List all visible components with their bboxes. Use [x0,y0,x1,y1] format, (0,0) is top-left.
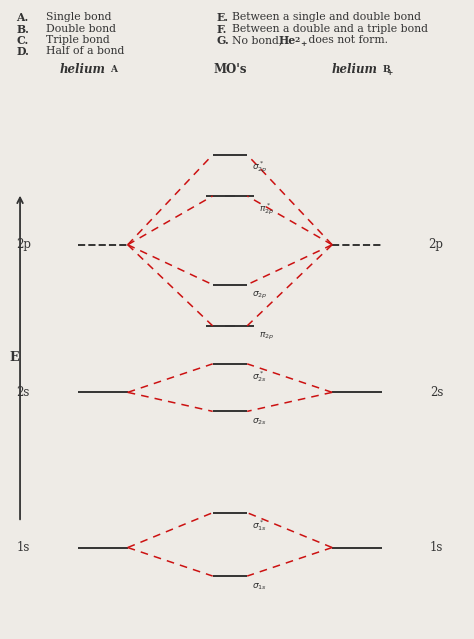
Text: $\pi^*_{2p}$: $\pi^*_{2p}$ [258,201,273,217]
Text: helium: helium [59,63,105,76]
Text: Between a single and double bond: Between a single and double bond [232,12,421,22]
Text: Half of a bond: Half of a bond [46,47,124,56]
Text: C.: C. [17,35,28,46]
Text: $\sigma_{2p}$: $\sigma_{2p}$ [252,289,267,301]
Text: $\sigma^*_{2p}$: $\sigma^*_{2p}$ [252,160,267,175]
Text: 1s: 1s [17,541,30,554]
Text: G.: G. [216,35,229,46]
Text: Single bond: Single bond [46,12,111,22]
Text: +: + [387,69,393,77]
Text: $\pi_{2p}$: $\pi_{2p}$ [258,331,273,342]
Text: does not form.: does not form. [305,35,388,45]
Text: Between a double and a triple bond: Between a double and a triple bond [232,24,428,34]
Text: Triple bond: Triple bond [46,35,109,45]
Text: He: He [279,35,296,46]
Text: Double bond: Double bond [46,24,116,34]
Text: +: + [301,40,307,47]
Text: 2p: 2p [17,238,31,251]
Text: $\sigma^*_{1s}$: $\sigma^*_{1s}$ [252,518,266,533]
Text: 1s: 1s [430,541,444,554]
Text: MO's: MO's [213,63,246,76]
Text: E.: E. [216,12,228,23]
Text: B.: B. [17,24,29,35]
Text: E: E [9,351,19,364]
Text: helium: helium [332,63,378,76]
Text: $\sigma^*_{2s}$: $\sigma^*_{2s}$ [252,369,266,384]
Text: F.: F. [216,24,227,35]
Text: 2s: 2s [430,386,444,399]
Text: No bond,: No bond, [232,35,286,45]
Text: A: A [110,65,118,74]
Text: B: B [382,65,390,74]
Text: $\sigma_{1s}$: $\sigma_{1s}$ [252,581,266,592]
Text: 2s: 2s [17,386,30,399]
Text: 2p: 2p [428,238,444,251]
Text: A.: A. [17,12,28,23]
Text: D.: D. [17,47,29,58]
Text: $\sigma_{2s}$: $\sigma_{2s}$ [252,417,266,427]
Text: 2: 2 [295,36,300,44]
